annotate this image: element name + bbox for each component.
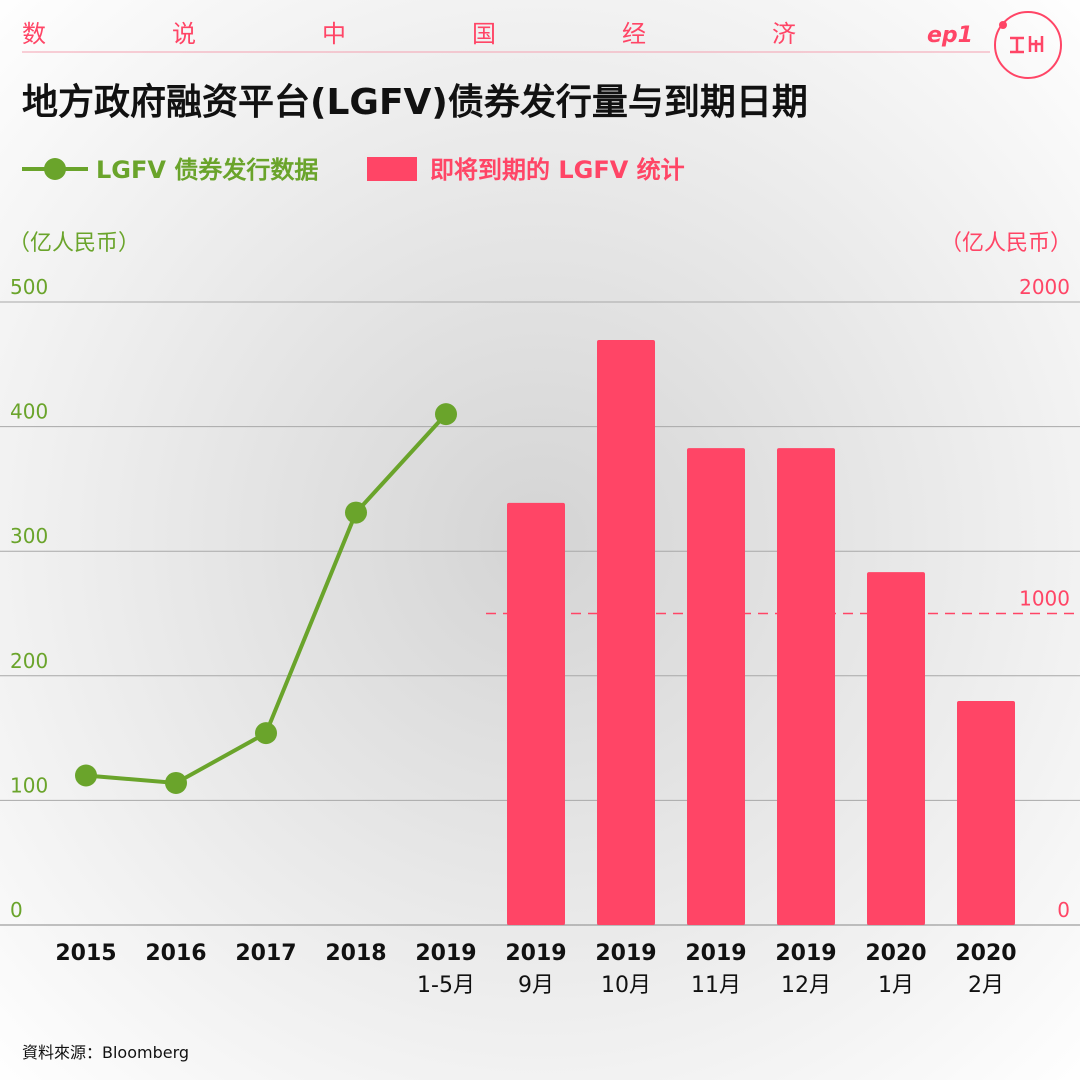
x-tick-label: 2019	[685, 941, 746, 966]
x-tick-label: 2019	[775, 941, 836, 966]
bar	[507, 502, 565, 925]
y-tick-label: 400	[10, 400, 48, 424]
x-tick-label: 2018	[325, 941, 386, 966]
line-point	[345, 501, 367, 524]
bar	[777, 448, 835, 925]
x-tick-label: 2017	[235, 941, 296, 966]
series-title: 数说中国经济	[22, 20, 922, 48]
y-tick-label: 0	[10, 898, 23, 922]
x-tick-label: 2019	[505, 941, 566, 966]
line-point	[255, 722, 277, 745]
x-tick-sublabel: 10月	[601, 973, 651, 998]
x-tick-label: 2020	[865, 941, 926, 966]
x-tick-sublabel: 11月	[691, 973, 741, 998]
x-tick-sublabel: 2月	[968, 973, 1004, 998]
x-tick-sublabel: 1月	[878, 973, 914, 998]
x-tick-sublabel: 12月	[781, 973, 831, 998]
y-tick-label: 300	[10, 524, 48, 548]
bar	[687, 448, 745, 925]
legend-label: LGFV 债券发行数据	[96, 156, 318, 184]
x-tick-label: 2020	[955, 941, 1016, 966]
y2-tick-label: 1000	[1019, 587, 1070, 611]
x-tick-sublabel: 9月	[518, 973, 554, 998]
bar	[957, 701, 1015, 925]
y-axis-label: （亿人民币）	[8, 231, 140, 256]
y2-tick-label: 0	[1057, 898, 1070, 922]
y2-tick-label: 2000	[1019, 275, 1070, 299]
legend-label: 即将到期的 LGFV 统计	[430, 156, 685, 184]
chart-title: 地方政府融资平台(LGFV)债券发行量与到期日期	[22, 81, 808, 123]
x-tick-label: 2015	[55, 941, 116, 966]
line-point	[75, 764, 97, 787]
y-tick-label: 500	[10, 275, 48, 299]
legend-dot	[44, 158, 66, 180]
x-tick-sublabel: 1-5月	[417, 973, 475, 998]
x-tick-label: 2019	[415, 941, 476, 966]
x-tick-label: 2019	[595, 941, 656, 966]
y-tick-label: 200	[10, 649, 48, 673]
bar	[867, 572, 925, 925]
logo	[994, 11, 1062, 79]
legend-swatch	[367, 157, 417, 181]
y2-axis-label: （亿人民币）	[940, 231, 1072, 256]
y-tick-label: 100	[10, 773, 48, 797]
line-point	[165, 771, 187, 794]
x-tick-label: 2016	[145, 941, 206, 966]
line-point	[435, 403, 457, 426]
episode: ep1	[927, 23, 973, 48]
source: 資料來源：Bloomberg	[22, 1043, 189, 1062]
bar	[597, 340, 655, 925]
